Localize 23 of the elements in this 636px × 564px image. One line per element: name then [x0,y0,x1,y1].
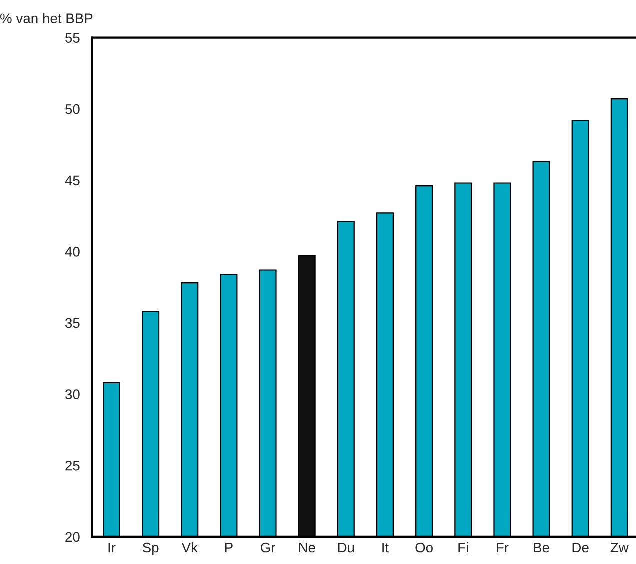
x-tick-label: Sp [142,542,159,556]
x-tick-label: Gr [261,542,276,553]
y-tick-label: 35 [65,318,80,328]
x-tick-label: Fi [458,542,468,553]
y-tick-label: 25 [66,460,80,471]
x-tick-label: Oo [416,542,433,553]
y-tick-label: 40 [65,247,80,257]
x-tick-label: Fr [497,542,509,553]
y-tick-label: 45 [65,176,80,186]
x-tick-label: Zw [610,542,629,553]
y-tick-label: 20 [66,532,80,542]
y-tick-label: 30 [65,390,80,400]
y-axis-title: % van het BBP [0,13,93,24]
x-tick-label: Ne [299,542,316,553]
x-tick-label: Be [534,542,550,553]
x-tick-label: It [382,542,389,553]
x-tick-label: De [572,542,589,553]
x-tick-label: P [225,542,233,553]
x-tick-label: Vk [182,542,198,553]
x-tick-label: Du [338,542,354,553]
y-tick-label: 55 [66,33,80,43]
y-tick-label: 50 [66,104,80,114]
x-tick-label: Ir [108,542,116,553]
